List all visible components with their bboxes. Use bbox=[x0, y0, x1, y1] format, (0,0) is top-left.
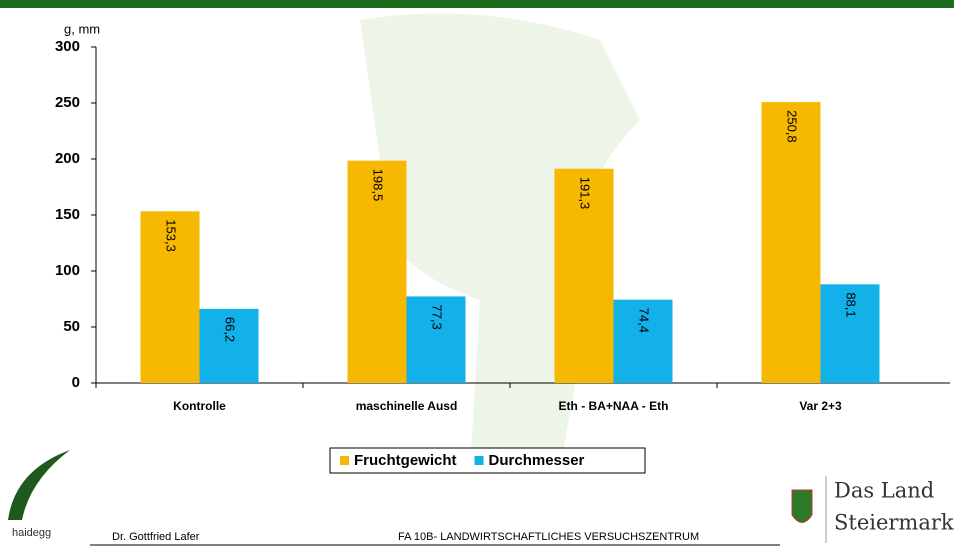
x-tick-label: Eth - BA+NAA - Eth bbox=[559, 399, 669, 413]
value-label: 153,3 bbox=[164, 219, 179, 252]
y-tick-label: 300 bbox=[55, 38, 80, 55]
top-bar bbox=[0, 0, 954, 8]
bar bbox=[613, 299, 673, 383]
x-tick-label: Kontrolle bbox=[173, 399, 226, 413]
logo-leaf bbox=[8, 450, 70, 520]
y-tick-label: 0 bbox=[72, 374, 80, 391]
legend-label: Durchmesser bbox=[489, 452, 585, 469]
y-tick-label: 200 bbox=[55, 150, 80, 167]
institute: FA 10B- LANDWIRTSCHAFTLICHES VERSUCHSZEN… bbox=[398, 531, 699, 543]
legend-swatch bbox=[340, 456, 349, 465]
bar bbox=[820, 284, 880, 383]
value-label: 77,3 bbox=[430, 304, 445, 329]
value-label: 198,5 bbox=[371, 169, 386, 202]
crest bbox=[791, 489, 813, 523]
x-tick-label: maschinelle Ausd bbox=[356, 399, 458, 413]
y-tick-label: 150 bbox=[55, 206, 80, 223]
value-label: 88,1 bbox=[844, 292, 859, 317]
bar bbox=[761, 102, 821, 383]
brand-line: Steiermark bbox=[834, 511, 954, 535]
logo-text: haidegg bbox=[12, 527, 51, 539]
value-label: 66,2 bbox=[223, 317, 238, 342]
legend-box bbox=[329, 447, 646, 474]
y-tick-label: 50 bbox=[63, 318, 80, 335]
x-tick-label: Var 2+3 bbox=[799, 399, 842, 413]
brand-line: Das Land bbox=[834, 479, 934, 503]
legend-label: Fruchtgewicht bbox=[354, 452, 457, 469]
bar bbox=[406, 296, 466, 383]
value-label: 191,3 bbox=[578, 177, 593, 210]
y-axis-label: g, mm bbox=[64, 21, 100, 36]
y-tick-label: 100 bbox=[55, 262, 80, 279]
bar bbox=[554, 168, 614, 383]
author: Dr. Gottfried Lafer bbox=[112, 531, 200, 543]
bar bbox=[347, 160, 407, 383]
bar bbox=[140, 211, 200, 383]
value-label: 250,8 bbox=[785, 110, 800, 143]
y-tick-label: 250 bbox=[55, 94, 80, 111]
bar bbox=[199, 308, 259, 383]
legend-swatch bbox=[474, 456, 484, 465]
value-label: 74,4 bbox=[637, 308, 652, 333]
